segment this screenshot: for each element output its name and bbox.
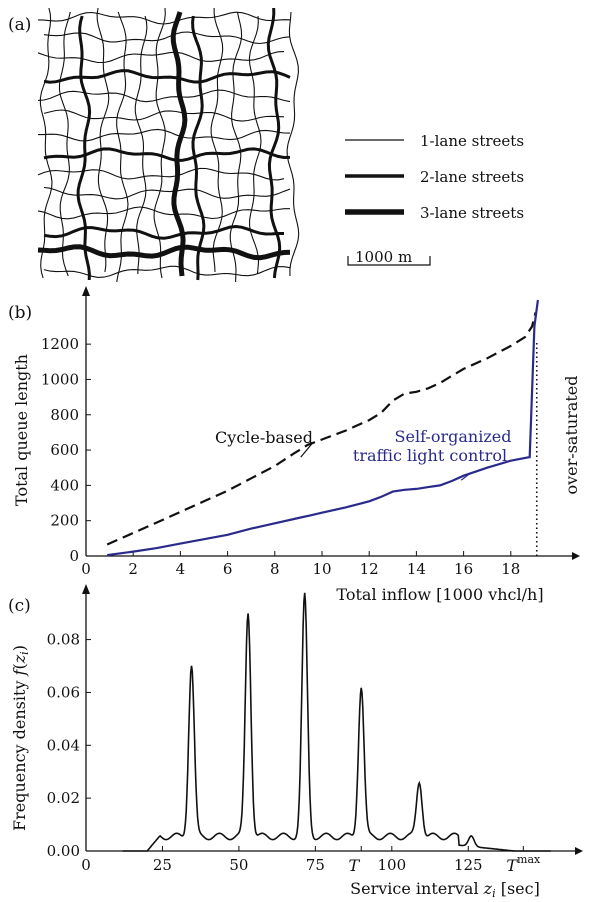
street-horizontal <box>43 265 291 278</box>
legend-label-2-lane: 2-lane streets <box>420 168 524 186</box>
b-series-label-self-organized-line2: traffic light control <box>353 446 507 465</box>
street-horizontal <box>37 206 290 220</box>
b-series-label-self-organized-line1: Self-organized <box>395 427 512 446</box>
b-y-tick-label: 1200 <box>41 335 79 353</box>
street-horizontal <box>37 11 291 25</box>
b-x-tick-label: 8 <box>270 560 280 578</box>
b-x-tick-label: 18 <box>501 560 520 578</box>
b-y-tick-label: 1000 <box>41 370 79 388</box>
street-horizontal <box>38 128 291 142</box>
b-x-tick-label: 0 <box>81 560 91 578</box>
c-y-tick-label: 0.00 <box>47 842 80 860</box>
scale-bar: 1000 m <box>347 248 431 266</box>
b-series-label-cycle-based: Cycle-based <box>215 428 313 447</box>
street-vertical <box>170 11 188 277</box>
street-horizontal <box>43 147 291 162</box>
b-y-tick-label: 400 <box>50 476 79 494</box>
street-vertical <box>58 11 71 277</box>
street-legend: 1-lane streets 2-lane streets 3-lane str… <box>345 132 524 222</box>
street-vertical <box>229 11 243 283</box>
b-x-tick-label: 12 <box>360 560 379 578</box>
street-vertical <box>39 7 53 279</box>
c-x-tick-label: 25 <box>153 856 172 874</box>
c-x-tick-label: 125 <box>454 856 483 874</box>
b-series-cycle-based <box>106 312 537 546</box>
street-horizontal <box>37 51 285 64</box>
scale-bar-label: 1000 m <box>355 248 412 266</box>
legend-label-1-lane: 1-lane streets <box>420 132 524 150</box>
panel-a-label: (a) <box>8 15 31 35</box>
street-vertical <box>266 7 282 279</box>
b-y-tick-label: 200 <box>50 512 79 530</box>
b-series-self-organized <box>107 299 539 557</box>
b-pointer-cycle-based <box>300 442 314 458</box>
street-horizontal <box>43 109 285 122</box>
queue-length-chart: Total queue length Total inflow [1000 vh… <box>12 286 581 604</box>
c-x-tick-label: 50 <box>229 856 248 874</box>
street-horizontal <box>37 244 291 261</box>
b-y-axis-arrow <box>82 286 90 296</box>
b-x-axis-arrow <box>572 552 580 560</box>
panel-b-label: (b) <box>8 303 32 323</box>
street-vertical <box>191 15 206 281</box>
c-x-mark-Tmax: Tmax <box>506 853 541 875</box>
street-vertical <box>286 11 300 277</box>
c-x-tick-label: 100 <box>377 856 406 874</box>
b-oversaturated-label: over-saturated <box>562 375 581 494</box>
c-x-tick-label: 75 <box>306 856 325 874</box>
c-x-axis-label: Service interval zi [sec] <box>350 879 540 900</box>
street-vertical <box>76 15 92 281</box>
c-y-axis-label: Frequency density f(zi) <box>10 645 31 831</box>
b-x-tick-label: 10 <box>312 560 331 578</box>
b-x-tick-label: 6 <box>223 560 233 578</box>
b-x-tick-label: 2 <box>128 560 138 578</box>
street-horizontal <box>43 186 291 200</box>
c-density-curve <box>122 592 551 852</box>
c-y-tick-label: 0.06 <box>47 683 80 701</box>
b-y-tick-label: 600 <box>50 441 79 459</box>
c-y-axis-arrow <box>82 584 90 594</box>
b-x-tick-label: 4 <box>176 560 186 578</box>
street-network-map <box>37 7 300 283</box>
street-vertical <box>153 7 166 279</box>
c-y-tick-label: 0.04 <box>47 736 80 754</box>
legend-label-3-lane: 3-lane streets <box>420 204 524 222</box>
street-horizontal <box>43 69 291 84</box>
b-pointer-self-organized <box>460 472 472 481</box>
b-x-tick-label: 16 <box>454 560 473 578</box>
street-horizontal <box>43 224 284 240</box>
b-x-tick-label: 14 <box>407 560 426 578</box>
c-y-tick-label: 0.02 <box>47 789 80 807</box>
street-horizontal <box>37 89 291 103</box>
b-x-axis-label: Total inflow [1000 vhcl/h] <box>336 585 543 604</box>
street-vertical <box>248 15 262 275</box>
c-x-tick-label: 0 <box>81 856 91 874</box>
c-y-tick-label: 0.08 <box>47 631 80 649</box>
street-horizontal <box>37 167 285 181</box>
scale-bar-line <box>347 256 431 266</box>
panel-c-label: (c) <box>8 596 31 616</box>
street-vertical <box>210 7 224 273</box>
service-interval-chart: Frequency density f(zi) Service interval… <box>10 584 583 900</box>
street-horizontal <box>43 31 291 45</box>
c-x-axis-arrow <box>575 847 583 855</box>
b-y-tick-label: 0 <box>69 547 79 565</box>
b-y-tick-label: 800 <box>50 406 79 424</box>
street-vertical <box>116 11 129 283</box>
street-vertical <box>96 7 110 273</box>
b-y-axis-label: Total queue length <box>12 354 31 506</box>
c-x-mark-T: T <box>349 856 361 875</box>
